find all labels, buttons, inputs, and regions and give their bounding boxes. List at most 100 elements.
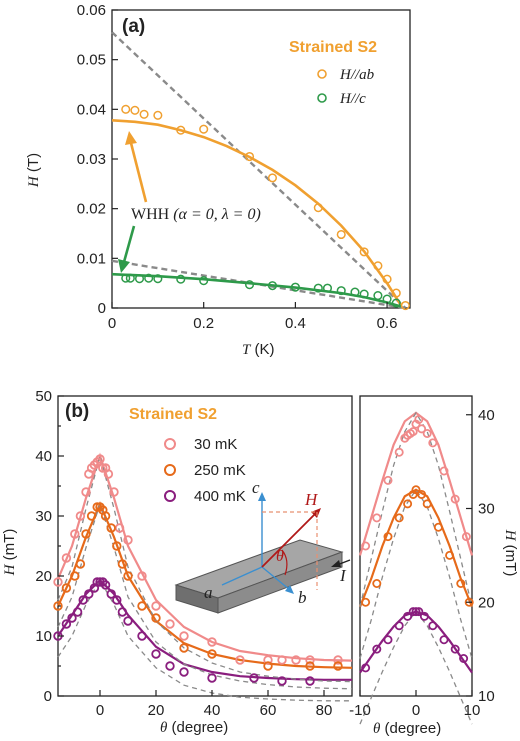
- panel-a-point: [153, 110, 163, 120]
- panel-b-xlabel: θ (degree): [160, 719, 228, 736]
- panel-a-xtick-label: 0.4: [285, 315, 306, 332]
- panel-b-point: [86, 511, 97, 521]
- zoom-point: [417, 424, 427, 434]
- zoom-point: [414, 414, 424, 424]
- zoom-point: [403, 611, 413, 621]
- panel-b-ytick-label: 40: [35, 448, 52, 465]
- zoom-frame: [359, 395, 473, 697]
- panel-a-label: (a): [122, 16, 145, 37]
- panel-b-point: [207, 637, 217, 647]
- panel-b-point: [333, 655, 343, 665]
- b-axis: [261, 566, 291, 591]
- panel-a-point: [244, 151, 255, 162]
- zoom-point: [372, 513, 382, 523]
- legend-marker-ab: [317, 69, 327, 79]
- zoom-point: [408, 427, 418, 437]
- a-axis: [221, 566, 263, 586]
- panel-a-point: [176, 125, 186, 135]
- panel-a-whh-dashed-line: [111, 31, 407, 309]
- panel-b-point: [123, 535, 133, 545]
- panel-a-point: [322, 283, 333, 293]
- panel-a-point: [153, 274, 163, 284]
- zoom-point: [408, 607, 418, 617]
- zoom-point: [394, 447, 404, 457]
- legend-label-400mk: 400 mK: [194, 488, 246, 505]
- zoom-point: [428, 438, 438, 448]
- zoom-point: [450, 644, 460, 654]
- panel-b-point: [53, 577, 63, 587]
- panel-b-xtick-label: 80: [316, 702, 333, 719]
- panel-b-point: [84, 589, 94, 599]
- zoom-point: [361, 597, 371, 607]
- panel-a-point: [199, 124, 209, 134]
- panel-a-point: [199, 276, 209, 286]
- panel-a-point: [244, 280, 255, 290]
- current-arrowhead: [331, 560, 341, 567]
- zoom-xtick-label: 0: [412, 702, 420, 719]
- panel-a-ytick-label: 0.06: [77, 2, 106, 19]
- zoom-point: [403, 499, 413, 509]
- zoom-point: [428, 621, 438, 631]
- panel-b-dashed-1: [57, 501, 353, 690]
- panel-a-ytick-label: 0: [98, 300, 106, 317]
- panel-a-xtick-label: 0: [108, 315, 116, 332]
- panel-a-fit-1: [111, 272, 402, 308]
- panel-b-point: [106, 589, 116, 599]
- legend-marker-250mk: [164, 464, 176, 476]
- panel-a-ytick-label: 0.03: [77, 151, 106, 168]
- panel-b: 0 20 40 60 80 0 10 20 30 40 50 (b) Strained S2 30 …: [1, 388, 353, 736]
- panel-b-point: [333, 661, 343, 671]
- panel-b-xtick-label: 40: [204, 702, 221, 719]
- zoom-point: [461, 532, 471, 542]
- panel-b-point: [151, 601, 161, 611]
- panel-b-point: [165, 619, 175, 629]
- panel-b-point: [305, 655, 315, 665]
- panel-b-point: [123, 616, 133, 626]
- zoom-point: [459, 654, 469, 664]
- panel-b-point: [123, 571, 133, 581]
- panel-a-point: [144, 273, 154, 283]
- panel-b-point: [207, 649, 217, 659]
- panel-b-point: [95, 454, 105, 464]
- panel-b-point: [291, 655, 301, 665]
- panel-a-point: [359, 247, 369, 257]
- panel-a: 0 0.2 0.4 0.600.010.020.030.040.050.06 (a) …: [25, 2, 411, 358]
- theta-arc: [281, 549, 288, 576]
- panel-b-point: [151, 649, 161, 659]
- zoom-point: [414, 607, 424, 617]
- panel-b-point: [117, 559, 128, 569]
- panel-a-xlabel: T (K): [242, 341, 275, 358]
- panel-a-point: [134, 274, 145, 284]
- zoom-point: [417, 489, 427, 499]
- h-vector: [261, 511, 318, 568]
- legend-label-30mk: 30 mK: [194, 436, 237, 453]
- panel-a-point: [373, 291, 383, 301]
- panel-b-fit-0: [56, 452, 353, 662]
- panel-a-point: [382, 274, 392, 284]
- zoom-dashed-0: [359, 411, 473, 608]
- panel-a-point: [267, 173, 278, 183]
- panel-b-point: [179, 643, 189, 653]
- panel-b-point: [235, 655, 245, 665]
- h-vector-label: H: [304, 490, 319, 509]
- legend-marker-400mk: [164, 490, 176, 502]
- zoom-point: [383, 635, 393, 645]
- legend-label-250mk: 250 mK: [194, 462, 246, 479]
- whh-arrow-c: [122, 225, 136, 263]
- panel-b-point: [72, 607, 83, 617]
- panel-b-ytick-label: 20: [35, 568, 52, 585]
- panel-b-ticks: 0 20 40 60 80 0 10 20 30 40 50: [35, 388, 332, 719]
- panel-a-point: [176, 274, 186, 284]
- panel-a-point: [267, 281, 278, 291]
- c-axis-label: c: [252, 478, 260, 497]
- panel-a-point: [139, 109, 149, 119]
- panel-b-dashed-2: [57, 578, 352, 702]
- panel-b-point: [100, 511, 111, 521]
- whh-arrow-ab: [129, 142, 148, 203]
- panel-b-ytick-label: 30: [35, 508, 52, 525]
- zoom-fit-curves: [358, 411, 474, 674]
- zoom-point: [383, 475, 393, 485]
- panel-a-point: [336, 229, 346, 240]
- panel-a-point: [359, 289, 369, 299]
